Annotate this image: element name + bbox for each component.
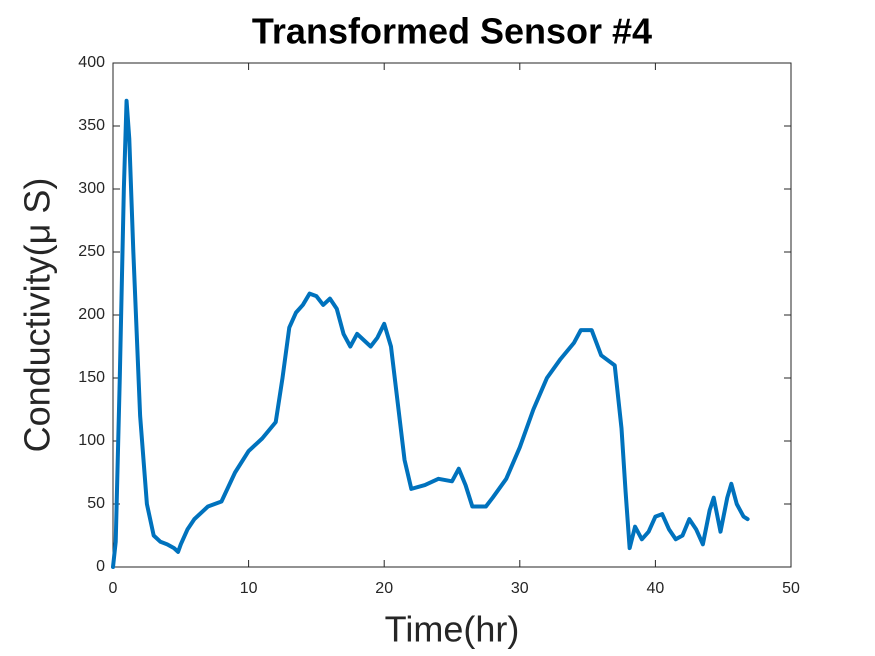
y-tick-label: 0 xyxy=(96,558,105,575)
y-tick-label: 150 xyxy=(78,369,105,386)
chart-title: Transformed Sensor #4 xyxy=(252,11,652,52)
x-tick-label: 30 xyxy=(511,580,529,597)
y-tick-label: 100 xyxy=(78,432,105,449)
data-line xyxy=(111,98,750,569)
y-tick-label: 50 xyxy=(87,495,105,512)
x-tick-label: 50 xyxy=(782,580,800,597)
x-tick-label: 0 xyxy=(109,580,118,597)
x-tick-label: 10 xyxy=(240,580,258,597)
y-axis-label: Conductivity(μ S) xyxy=(17,178,58,453)
y-tick-label: 350 xyxy=(78,117,105,134)
y-tick-label: 200 xyxy=(78,306,105,323)
x-axis-label: Time(hr) xyxy=(385,609,520,650)
x-tick-label: 20 xyxy=(375,580,393,597)
y-tick-label: 300 xyxy=(78,180,105,197)
y-tick-label: 400 xyxy=(78,54,105,71)
x-tick-label: 40 xyxy=(647,580,665,597)
y-tick-label: 250 xyxy=(78,243,105,260)
